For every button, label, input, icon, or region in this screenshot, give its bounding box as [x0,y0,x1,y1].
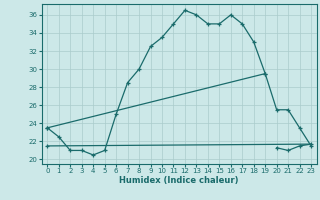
X-axis label: Humidex (Indice chaleur): Humidex (Indice chaleur) [119,176,239,185]
